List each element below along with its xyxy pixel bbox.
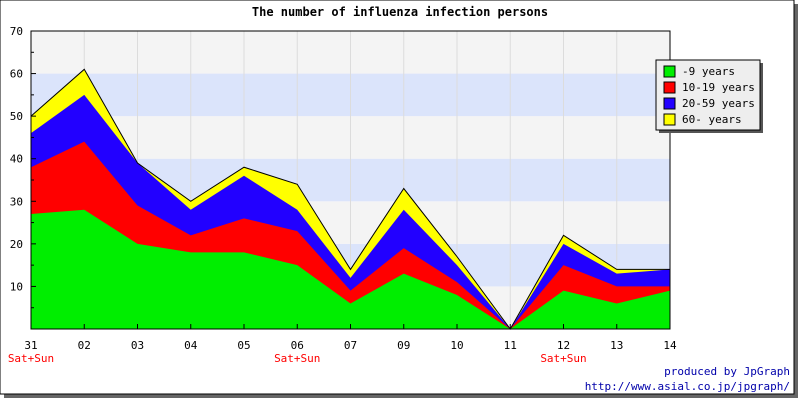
x-tick-label: 06 bbox=[291, 339, 304, 352]
x-tick-label: 13 bbox=[610, 339, 623, 352]
weekend-label: Sat+Sun bbox=[8, 352, 54, 365]
legend-label: -9 years bbox=[682, 65, 735, 78]
x-tick-label: 09 bbox=[397, 339, 410, 352]
x-tick-label: 11 bbox=[504, 339, 517, 352]
y-tick-label: 20 bbox=[10, 238, 23, 251]
legend-label: 60- years bbox=[682, 113, 742, 126]
x-tick-label: 31 bbox=[24, 339, 37, 352]
total-outline bbox=[30, 68, 670, 330]
y-tick-label: 30 bbox=[10, 195, 23, 208]
legend-label: 20-59 years bbox=[682, 97, 755, 110]
x-tick-label: 03 bbox=[131, 339, 144, 352]
y-tick-label: 10 bbox=[10, 280, 23, 293]
y-tick-label: 40 bbox=[10, 153, 23, 166]
x-tick-label: 10 bbox=[450, 339, 463, 352]
y-tick-label: 70 bbox=[10, 25, 23, 38]
x-tick-label: 07 bbox=[344, 339, 357, 352]
y-tick-label: 50 bbox=[10, 110, 23, 123]
x-tick-label: 14 bbox=[663, 339, 677, 352]
x-tick-label: 04 bbox=[184, 339, 198, 352]
weekend-label: Sat+Sun bbox=[540, 352, 586, 365]
weekend-label: Sat+Sun bbox=[274, 352, 320, 365]
legend-label: 10-19 years bbox=[682, 81, 755, 94]
legend-swatch bbox=[663, 97, 676, 110]
legend: -9 years 10-19 years 20-59 years 60- years bbox=[655, 59, 763, 133]
y-axis: 10 20 30 40 50 60 70 bbox=[10, 25, 36, 309]
legend-swatch bbox=[663, 81, 676, 94]
legend-swatch bbox=[663, 65, 676, 78]
y-tick-label: 60 bbox=[10, 68, 23, 81]
legend-swatch bbox=[663, 113, 676, 126]
credit-text: produced by JpGraph bbox=[664, 365, 790, 378]
x-tick-label: 05 bbox=[237, 339, 250, 352]
credit-url[interactable]: http://www.asial.co.jp/jpgraph/ bbox=[585, 380, 790, 393]
x-tick-label: 12 bbox=[557, 339, 570, 352]
chart-title: The number of influenza infection person… bbox=[252, 5, 548, 19]
series-area-9-years bbox=[31, 209, 670, 329]
x-tick-label: 02 bbox=[78, 339, 91, 352]
stacked-areas bbox=[30, 68, 670, 330]
